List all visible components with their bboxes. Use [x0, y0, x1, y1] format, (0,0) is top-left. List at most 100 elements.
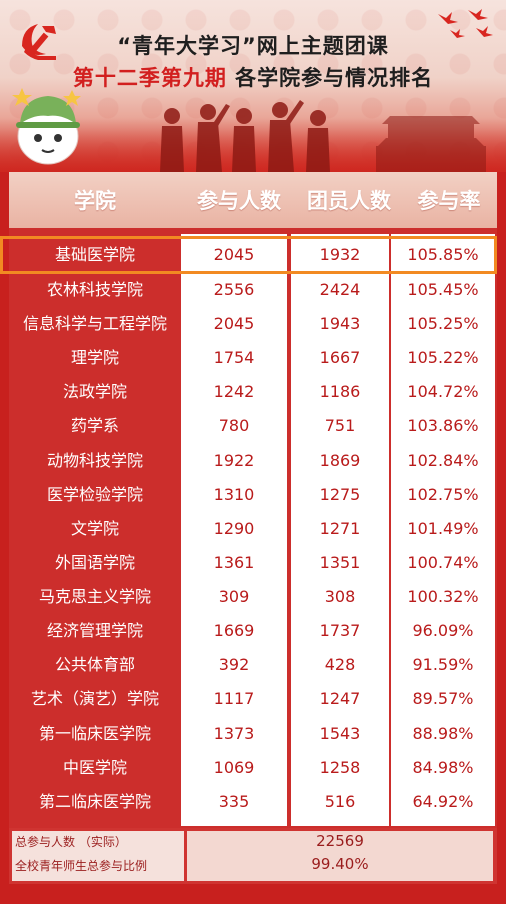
table-row: 基础医学院 2045 1932 105.85%: [9, 238, 497, 272]
participation-rate: 100.74%: [407, 553, 479, 572]
title-season-period: 第十二季第九期: [72, 66, 227, 90]
participants-count: 1117: [213, 689, 255, 708]
participation-rate: 105.85%: [407, 245, 479, 264]
members-column-bg: [291, 234, 389, 826]
members-count: 1258: [319, 758, 361, 777]
table-row: 农林科技学院 2556 2424 105.45%: [9, 273, 497, 307]
participation-rate: 88.98%: [412, 724, 474, 743]
table-header: 学院 参与人数 团员人数 参与率: [9, 172, 497, 228]
participation-rate: 89.57%: [412, 689, 474, 708]
participation-rate: 91.59%: [412, 655, 474, 674]
members-count: 428: [324, 655, 356, 674]
participants-count: 2045: [213, 314, 255, 333]
total-participants-label: 总参与人数 （实际）: [15, 835, 127, 849]
participants-count: 1754: [213, 348, 255, 367]
participants-count: 1310: [213, 485, 255, 504]
participants-count: 1069: [213, 758, 255, 777]
column-header-rate: 参与率: [417, 189, 481, 213]
participants-count: 1373: [213, 724, 255, 743]
overall-ratio-value: 99.40%: [311, 855, 369, 873]
participation-rate: 64.92%: [412, 792, 474, 811]
college-name: 医学检验学院: [46, 485, 143, 504]
members-count: 2424: [319, 280, 361, 299]
table-row: 法政学院 1242 1186 104.72%: [9, 375, 497, 409]
participants-count: 335: [218, 792, 250, 811]
members-count: 1543: [319, 724, 361, 743]
members-count: 1186: [319, 382, 361, 401]
college-name: 中医学院: [62, 758, 127, 777]
participants-count: 1242: [213, 382, 255, 401]
members-count: 1247: [319, 689, 361, 708]
participation-rate: 103.86%: [407, 416, 479, 435]
table-row: 医学检验学院 1310 1275 102.75%: [9, 478, 497, 512]
college-name: 艺术（演艺）学院: [30, 689, 159, 708]
participants-count: 1669: [213, 621, 255, 640]
participants-count: 1361: [213, 553, 255, 572]
table-row: 艺术（演艺）学院 1117 1247 89.57%: [9, 682, 497, 716]
summary-footer: 总参与人数 （实际） 全校青年师生总参与比例 22569 99.40%: [9, 828, 497, 884]
participation-rate: 101.49%: [407, 519, 479, 538]
dove-icon: [438, 9, 493, 38]
participants-count: 2045: [213, 245, 255, 264]
members-count: 516: [324, 792, 356, 811]
silhouette-figures-icon: [160, 100, 330, 172]
column-header-participants: 参与人数: [197, 189, 281, 213]
table-row: 马克思主义学院 309 308 100.32%: [9, 580, 497, 614]
members-count: 751: [324, 416, 356, 435]
column-header-college: 学院: [74, 189, 116, 213]
college-name: 法政学院: [62, 382, 127, 401]
column-header-members: 团员人数: [307, 189, 391, 213]
table-row: 第二临床医学院 335 516 64.92%: [9, 785, 497, 819]
table-row: 文学院 1290 1271 101.49%: [9, 512, 497, 546]
participation-rate: 102.84%: [407, 451, 479, 470]
table-row: 中医学院 1069 1258 84.98%: [9, 751, 497, 785]
members-count: 1737: [319, 621, 361, 640]
members-count: 1943: [319, 314, 361, 333]
members-count: 1275: [319, 485, 361, 504]
participation-rate: 105.25%: [407, 314, 479, 333]
college-name: 公共体育部: [54, 655, 135, 674]
participants-count: 392: [218, 655, 250, 674]
table-row: 药学系 780 751 103.86%: [9, 409, 497, 443]
title-ranking-text: 各学院参与情况排名: [226, 66, 434, 90]
participation-rate: 105.22%: [407, 348, 479, 367]
gate-tower-icon: [376, 116, 486, 172]
table-row: 公共体育部 392 428 91.59%: [9, 648, 497, 682]
participants-count: 309: [218, 587, 250, 606]
summary-value-box: [187, 831, 493, 881]
bottom-strip: [0, 884, 506, 904]
total-participants-value: 22569: [316, 832, 364, 850]
college-name: 农林科技学院: [46, 280, 143, 299]
members-count: 1667: [319, 348, 361, 367]
college-name: 第一临床医学院: [38, 724, 151, 743]
members-count: 1932: [319, 245, 361, 264]
college-name: 信息科学与工程学院: [22, 314, 167, 333]
college-name: 基础医学院: [54, 245, 135, 264]
banner: “青年大学习”网上主题团课 第十二季第九期 各学院参与情况排名: [0, 0, 506, 172]
participation-rate: 105.45%: [407, 280, 479, 299]
participation-rate: 96.09%: [412, 621, 474, 640]
members-count: 1351: [319, 553, 361, 572]
participants-column-bg: [181, 234, 287, 826]
participation-rate: 100.32%: [407, 587, 479, 606]
college-name: 动物科技学院: [46, 451, 143, 470]
table-row: 外国语学院 1361 1351 100.74%: [9, 546, 497, 580]
top-rank-highlight: [0, 236, 497, 274]
college-name: 经济管理学院: [46, 621, 143, 640]
members-count: 308: [324, 587, 356, 606]
page-title-line2: 第十二季第九期 各学院参与情况排名: [0, 62, 506, 92]
table-row: 经济管理学院 1669 1737 96.09%: [9, 614, 497, 648]
participants-count: 2556: [213, 280, 255, 299]
mascot-icon: [12, 88, 81, 165]
participants-count: 1290: [213, 519, 255, 538]
table-row: 理学院 1754 1667 105.22%: [9, 341, 497, 375]
college-name: 第二临床医学院: [38, 792, 151, 811]
college-name: 药学系: [70, 416, 119, 435]
summary-label-box: [12, 831, 184, 881]
members-count: 1869: [319, 451, 361, 470]
table-row: 信息科学与工程学院 2045 1943 105.25%: [9, 307, 497, 341]
participants-count: 780: [218, 416, 250, 435]
participation-rate: 84.98%: [412, 758, 474, 777]
college-name: 马克思主义学院: [38, 587, 151, 606]
college-name: 文学院: [70, 519, 119, 538]
